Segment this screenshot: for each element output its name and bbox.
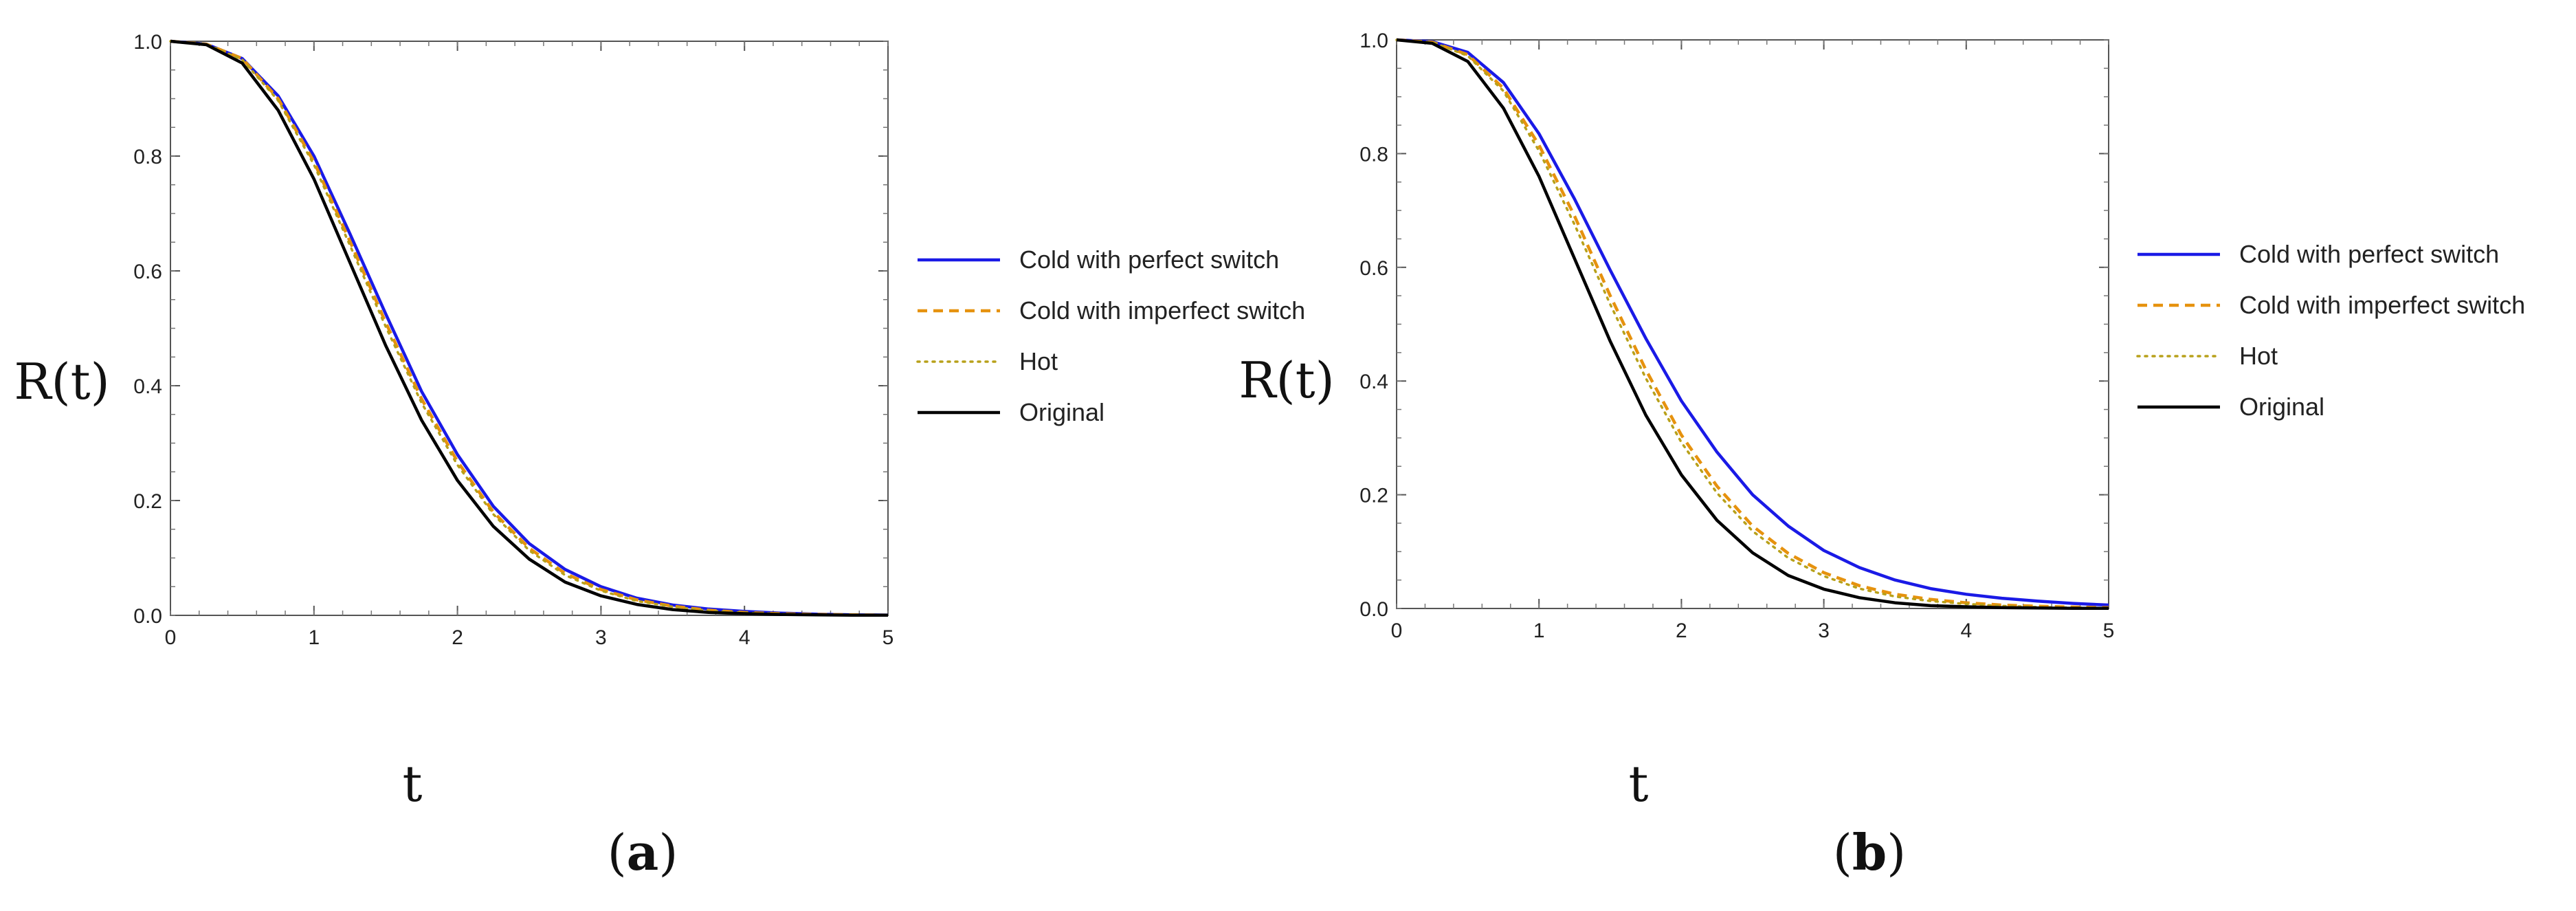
x-tick-label: 1 bbox=[1533, 619, 1545, 642]
y-tick-label: 0.4 bbox=[133, 375, 162, 398]
panel-caption: (b) bbox=[1833, 823, 1907, 881]
caption-close-paren: ) bbox=[658, 824, 678, 881]
caption-open-paren: ( bbox=[1833, 824, 1852, 881]
y-tick-label: 0.4 bbox=[1359, 371, 1388, 393]
y-tick-label: 0.2 bbox=[133, 490, 162, 513]
x-tick-label: 5 bbox=[2103, 619, 2115, 642]
legend-label: Cold with imperfect switch bbox=[2239, 291, 2525, 319]
legend-label: Cold with perfect switch bbox=[1019, 245, 1279, 274]
y-tick-label: 0.6 bbox=[1359, 257, 1388, 280]
series-line-original bbox=[1396, 38, 2109, 611]
chart-panel-a: 0 1 2 3 4 5 0.0 0.2 0.4 0.6 0.8 1.0 Cold with perfec… bbox=[14, 31, 1305, 881]
plot-frame bbox=[1396, 39, 2109, 609]
legend: Cold with perfect switch Cold with imperf… bbox=[2136, 240, 2525, 421]
y-tick-label: 0.6 bbox=[133, 261, 162, 283]
x-tick-label: 1 bbox=[308, 626, 320, 649]
x-tick-label: 4 bbox=[1960, 619, 1972, 642]
panel-caption: (a) bbox=[608, 823, 678, 881]
legend: Cold with perfect switch Cold with imperf… bbox=[916, 245, 1305, 426]
x-tick-label: 4 bbox=[739, 626, 751, 649]
series-line-hot bbox=[169, 40, 889, 617]
y-tick-label: 0.8 bbox=[133, 146, 162, 168]
y-tick-label: 0.8 bbox=[1359, 143, 1388, 166]
legend-label: Cold with imperfect switch bbox=[1019, 296, 1305, 325]
series-line-cold-with-perfect-switch bbox=[1396, 38, 2109, 607]
x-axis-label: t bbox=[1629, 755, 1649, 813]
legend-label: Original bbox=[2239, 393, 2324, 421]
y-axis-label: R(t) bbox=[14, 353, 109, 410]
x-tick-label: 5 bbox=[882, 626, 894, 649]
series-line-cold-with-perfect-switch bbox=[170, 39, 889, 617]
caption-letter: b bbox=[1852, 823, 1887, 881]
y-axis-label: R(t) bbox=[1239, 351, 1334, 409]
caption-open-paren: ( bbox=[608, 824, 627, 881]
plot-frame bbox=[170, 41, 889, 616]
x-tick-label: 0 bbox=[165, 626, 177, 649]
x-tick-label: 3 bbox=[1818, 619, 1830, 642]
series-line-hot bbox=[1395, 39, 2110, 610]
y-tick-label: 0.2 bbox=[1359, 485, 1388, 507]
legend-label: Original bbox=[1019, 398, 1104, 426]
chart-panel-b: 0 1 2 3 4 5 0.0 0.2 0.4 0.6 0.8 1.0 Cold with perfec… bbox=[1239, 30, 2525, 881]
x-tick-label: 0 bbox=[1391, 619, 1403, 642]
y-tick-label: 0.0 bbox=[133, 605, 162, 628]
legend-label: Hot bbox=[2239, 342, 2278, 370]
x-tick-label: 3 bbox=[595, 626, 607, 649]
y-tick-label: 0.0 bbox=[1359, 598, 1388, 621]
series-line-original bbox=[170, 39, 889, 617]
series-line-cold-with-imperfect-switch bbox=[170, 39, 889, 617]
series-line-cold-with-imperfect-switch bbox=[1396, 38, 2109, 610]
x-axis-label: t bbox=[403, 755, 423, 813]
x-tick-label: 2 bbox=[452, 626, 463, 649]
caption-letter: a bbox=[627, 823, 659, 881]
y-tick-label: 1.0 bbox=[133, 31, 162, 54]
y-tick-label: 1.0 bbox=[1359, 30, 1388, 52]
caption-close-paren: ) bbox=[1887, 824, 1906, 881]
x-tick-label: 2 bbox=[1676, 619, 1687, 642]
legend-label: Hot bbox=[1019, 347, 1058, 375]
legend-label: Cold with perfect switch bbox=[2239, 240, 2499, 268]
